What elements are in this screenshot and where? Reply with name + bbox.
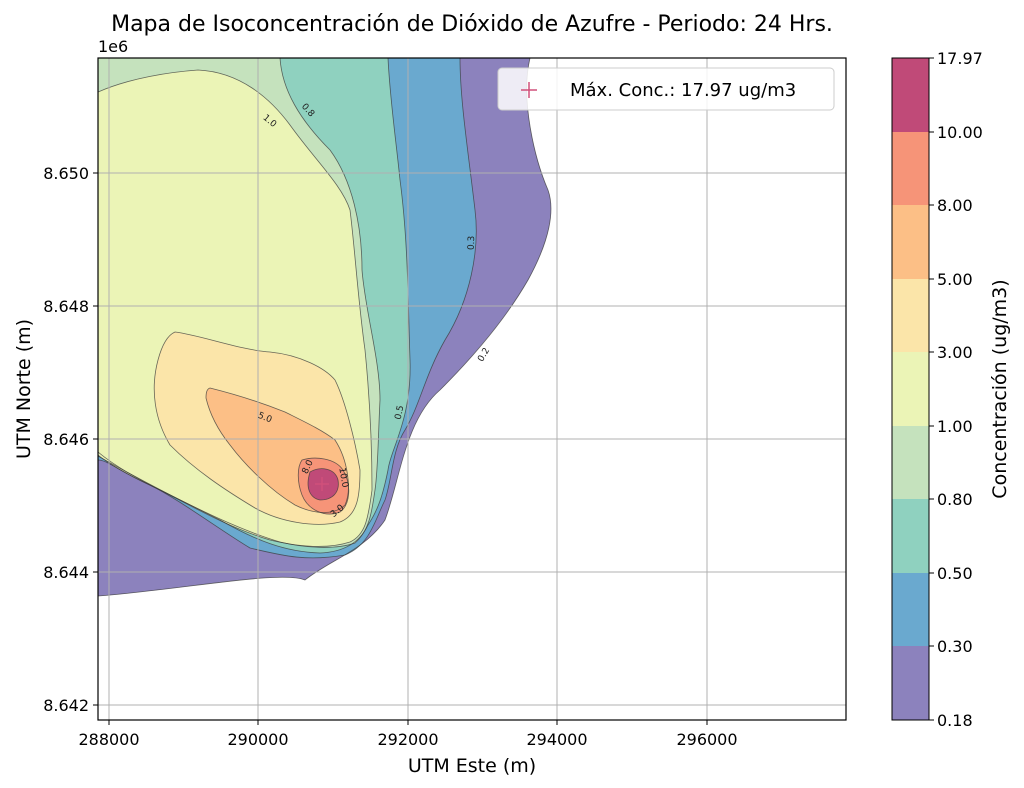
y-ticks — [93, 172, 98, 706]
contour-lines — [98, 58, 552, 597]
colorbar-tick-label-2: 0.50 — [937, 564, 973, 583]
x-tick-label-3: 294000 — [526, 730, 587, 749]
x-tick-label-2: 292000 — [377, 730, 438, 749]
colorbar-band-8 — [892, 58, 929, 132]
colorbar-frame — [891, 57, 930, 721]
y-axis: 8.642 8.644 8.646 8.648 8.650 1e6 UTM No… — [13, 37, 128, 715]
colorbar-tick-label-6: 5.00 — [937, 270, 973, 289]
colorbar-tick-label-4: 1.00 — [937, 417, 973, 436]
colorbar-band-0 — [892, 646, 929, 720]
contour-line-10.0 — [307, 468, 339, 501]
contour-line-3.0 — [153, 331, 361, 525]
contour-label-0.3: 0.3 — [467, 236, 477, 251]
colorbar-tick-label-1: 0.30 — [937, 637, 973, 656]
y-tick-label-1: 8.644 — [43, 563, 89, 582]
plot-frame — [97, 57, 847, 721]
colorbar-band-3 — [892, 426, 929, 499]
x-axis-label: UTM Este (m) — [408, 755, 536, 777]
colorbar-ticks — [929, 57, 934, 721]
colorbar-tick-label-8: 10.00 — [937, 123, 983, 142]
contour-line-5.0 — [205, 387, 349, 513]
y-tick-label-4: 8.650 — [43, 164, 89, 183]
contour-line-0.3 — [98, 58, 477, 559]
colorbar-label: Concentración (ug/m3) — [989, 279, 1011, 498]
y-axis-label: UTM Norte (m) — [13, 319, 35, 459]
y-offset-label: 1e6 — [98, 37, 128, 56]
contour-label-0.5: 0.5 — [394, 405, 407, 421]
plot-area: 1.0 0.8 0.3 0.2 0.5 5.0 8.0 10.0 3.0 — [97, 57, 847, 721]
chart-title: Mapa de Isoconcentración de Dióxido de A… — [111, 12, 833, 37]
colorbar-tick-label-9: 17.97 — [937, 49, 983, 68]
max-concentration-marker — [315, 477, 329, 491]
contour-line-0.8 — [98, 58, 381, 548]
colorbar-band-7 — [892, 132, 929, 205]
colorbar-band-1 — [892, 573, 929, 646]
x-ticks — [108, 720, 708, 725]
x-tick-label-0: 288000 — [78, 730, 139, 749]
legend-label: Máx. Conc.: 17.97 ug/m3 — [570, 80, 796, 101]
colorbar: 0.18 0.30 0.50 0.80 1.00 3.00 5.00 8.00 … — [891, 49, 1011, 730]
contour-label-10.0: 10.0 — [336, 467, 349, 489]
colorbar-band-4 — [892, 352, 929, 426]
contour-line-8.0 — [297, 457, 350, 515]
colorbar-tick-label-7: 8.00 — [937, 196, 973, 215]
gridlines — [98, 58, 846, 720]
colorbar-tick-label-5: 3.00 — [937, 343, 973, 362]
legend-marker — [521, 82, 537, 98]
colorbar-band-6 — [892, 205, 929, 279]
x-tick-label-4: 296000 — [676, 730, 737, 749]
colorbar-band-2 — [892, 499, 929, 573]
x-tick-label-1: 290000 — [227, 730, 288, 749]
y-tick-label-3: 8.648 — [43, 297, 89, 316]
colorbar-band-5 — [892, 279, 929, 352]
colorbar-tick-label-3: 0.80 — [937, 490, 973, 509]
contour-line-0.2 — [98, 58, 552, 597]
contour-line-1.0 — [98, 69, 373, 547]
contour-line-0.5 — [98, 58, 411, 554]
colorbar-tick-label-0: 0.18 — [937, 711, 973, 730]
x-axis: 288000 290000 292000 294000 296000 UTM E… — [78, 720, 738, 777]
legend: Máx. Conc.: 17.97 ug/m3 — [497, 67, 835, 111]
y-tick-label-0: 8.642 — [43, 696, 89, 715]
y-tick-label-2: 8.646 — [43, 430, 89, 449]
legend-box — [497, 67, 835, 111]
